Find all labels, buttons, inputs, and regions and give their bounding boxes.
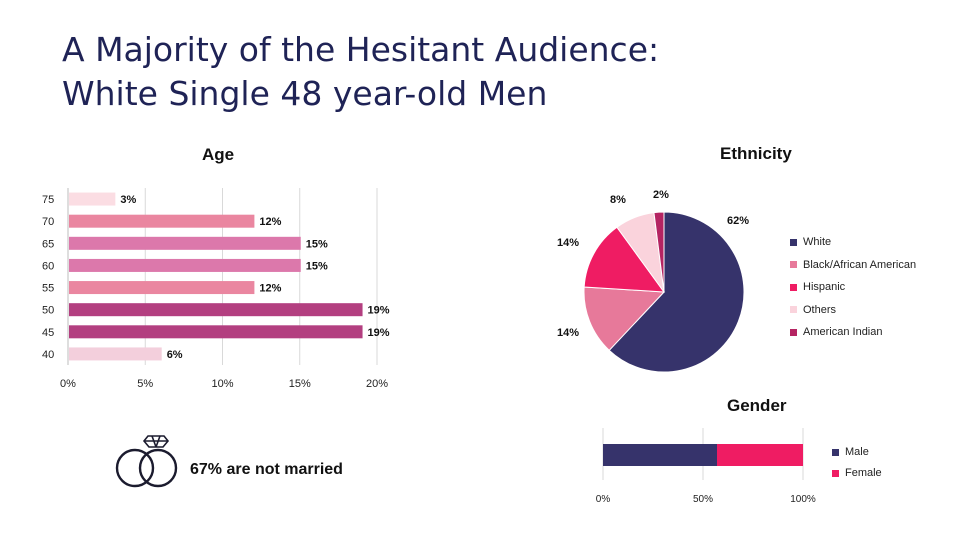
- ethnicity-pie-slice: [653, 211, 665, 293]
- gender-x-tick-label: 0%: [596, 494, 611, 505]
- age-bar: [69, 281, 255, 295]
- age-y-tick-label: 75: [42, 194, 54, 206]
- ethnicity-legend-item: Hispanic: [790, 281, 845, 293]
- legend-label: Male: [845, 446, 869, 458]
- legend-label: Hispanic: [803, 281, 846, 293]
- age-data-label: 3%: [120, 194, 136, 206]
- age-bar: [69, 325, 363, 339]
- legend-swatch: [790, 328, 797, 336]
- age-chart-title: Age: [202, 145, 235, 164]
- age-bar: [69, 192, 116, 206]
- legend-label: Female: [845, 467, 882, 479]
- legend-swatch: [790, 238, 797, 246]
- age-y-tick-label: 40: [42, 349, 54, 361]
- ethnicity-legend-item: White: [790, 236, 831, 248]
- age-bar: [69, 303, 363, 317]
- gender-x-tick-label: 100%: [790, 494, 816, 505]
- age-y-tick-label: 55: [42, 283, 54, 295]
- age-y-tick-label: 70: [42, 216, 54, 228]
- legend-swatch: [790, 283, 797, 291]
- age-data-label: 12%: [259, 283, 281, 295]
- age-data-label: 15%: [306, 238, 328, 250]
- gender-bar-segment: [603, 444, 717, 466]
- ethnicity-data-label: 2%: [653, 189, 669, 201]
- age-bar: [69, 258, 301, 272]
- slide-title: A Majority of the Hesitant Audience: Whi…: [62, 28, 659, 116]
- age-y-tick-label: 50: [42, 305, 54, 317]
- ethnicity-data-label: 14%: [557, 327, 579, 339]
- ethnicity-legend-item: Others: [790, 304, 836, 316]
- ethnicity-legend-item: American Indian: [790, 326, 883, 338]
- legend-swatch: [790, 306, 797, 313]
- age-data-label: 19%: [368, 305, 390, 317]
- legend-swatch: [832, 469, 839, 477]
- age-data-label: 12%: [259, 216, 281, 228]
- ethnicity-pie-slice: [583, 226, 666, 293]
- age-x-tick-label: 0%: [60, 378, 76, 390]
- legend-swatch: [832, 448, 839, 456]
- gender-chart-title: Gender: [727, 396, 787, 415]
- title-line-1: A Majority of the Hesitant Audience:: [62, 30, 660, 69]
- ethnicity-data-label: 62%: [727, 215, 749, 227]
- ethnicity-data-label: 8%: [610, 194, 626, 206]
- age-data-label: 19%: [368, 327, 390, 339]
- age-x-tick-label: 10%: [211, 378, 233, 390]
- legend-swatch: [790, 261, 797, 268]
- age-bar: [69, 214, 255, 228]
- age-data-label: 15%: [306, 260, 328, 272]
- gender-legend-item: Male: [832, 446, 869, 458]
- age-data-label: 6%: [167, 349, 183, 361]
- title-line-2: White Single 48 year-old Men: [62, 74, 548, 113]
- legend-label: American Indian: [803, 326, 883, 338]
- ethnicity-pie-slice: [608, 211, 745, 373]
- age-x-tick-label: 5%: [137, 378, 153, 390]
- legend-label: Others: [803, 303, 837, 316]
- age-bar: [69, 236, 301, 250]
- legend-label: Black/African American: [803, 258, 917, 271]
- age-y-tick-label: 45: [42, 327, 54, 339]
- gender-bar-segment: [717, 444, 803, 466]
- gender-legend-item: Female: [832, 467, 882, 479]
- ethnicity-pie-slice: [583, 286, 666, 352]
- age-x-tick-label: 20%: [366, 378, 388, 390]
- ethnicity-legend-item: Black/African American: [790, 259, 916, 271]
- legend-label: White: [803, 236, 832, 248]
- age-y-tick-label: 60: [42, 260, 54, 272]
- ethnicity-data-label: 14%: [557, 237, 579, 249]
- ethnicity-chart-title: Ethnicity: [720, 144, 792, 163]
- age-bar: [69, 347, 162, 361]
- gender-x-tick-label: 50%: [693, 494, 713, 505]
- age-x-tick-label: 15%: [289, 378, 311, 390]
- married-stat-text: 67% are not married: [190, 461, 343, 478]
- age-y-tick-label: 65: [42, 238, 54, 250]
